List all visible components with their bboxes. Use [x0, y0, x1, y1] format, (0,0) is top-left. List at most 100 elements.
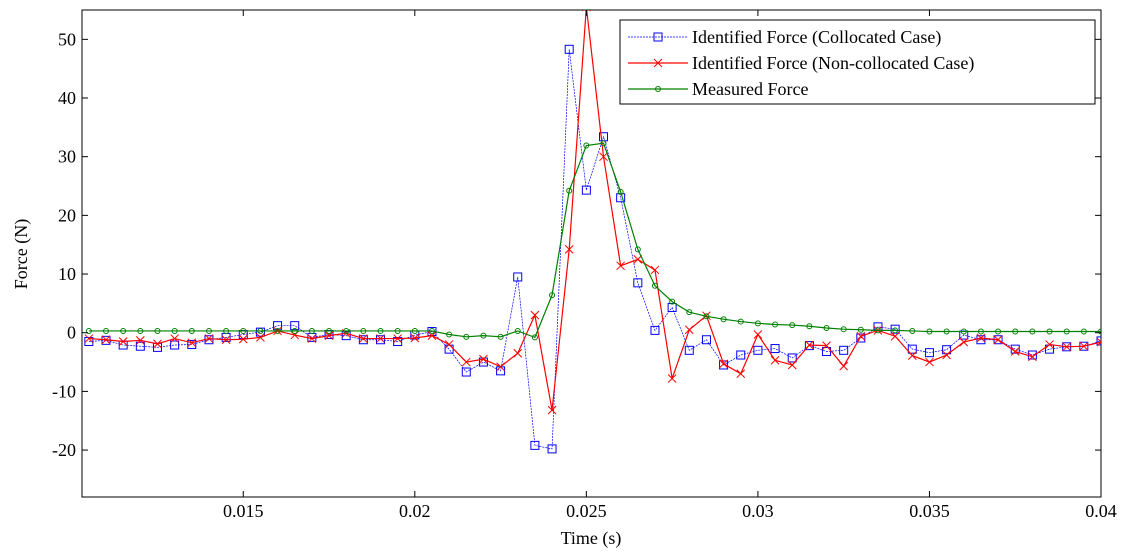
data-point [84, 334, 94, 343]
data-point [531, 334, 538, 341]
data-point [547, 405, 557, 415]
data-point [564, 245, 574, 254]
legend-label: Measured Force [692, 79, 808, 99]
data-point [993, 335, 1003, 345]
data-point [85, 327, 92, 334]
data-point [701, 335, 711, 345]
series-line-1 [88, 49, 1101, 450]
data-point [684, 345, 694, 355]
data-point [480, 332, 487, 339]
y-tick-label: 0 [67, 323, 76, 343]
data-point [856, 333, 866, 343]
data-point [393, 337, 403, 347]
data-point [822, 341, 831, 350]
y-tick-label: 40 [58, 88, 76, 108]
data-point [135, 335, 145, 345]
data-point [513, 348, 523, 358]
y-tick-label: 30 [58, 147, 76, 167]
data-point [103, 327, 110, 334]
data-point [909, 327, 916, 334]
data-point [651, 282, 658, 289]
data-point [566, 187, 573, 194]
data-point [926, 328, 933, 335]
data-point [376, 334, 385, 343]
data-point [101, 335, 111, 345]
data-point [667, 302, 677, 312]
data-point [410, 333, 420, 343]
data-point [995, 328, 1002, 335]
data-point [549, 292, 556, 299]
data-point [942, 350, 951, 360]
data-point [394, 327, 401, 334]
data-point [772, 321, 779, 328]
data-point [273, 321, 283, 331]
data-point [205, 327, 212, 334]
data-point [805, 340, 814, 350]
data-point [925, 357, 934, 367]
data-point [154, 327, 161, 334]
data-point [187, 339, 197, 349]
series-3 [85, 140, 1101, 341]
data-point [1063, 328, 1070, 335]
y-tick-label: 10 [58, 264, 76, 284]
data-point [770, 355, 780, 365]
data-point [976, 333, 986, 343]
data-point [1029, 328, 1036, 335]
y-tick-label: -20 [52, 440, 76, 460]
data-point [789, 322, 796, 329]
data-point [393, 334, 403, 343]
data-point [411, 327, 418, 334]
data-point [547, 444, 557, 454]
data-point [787, 353, 797, 363]
legend-entry-2: Identified Force (Non-collocated Case) [628, 53, 974, 74]
data-point [84, 337, 94, 347]
data-point [669, 298, 676, 305]
data-point [959, 337, 969, 347]
data-point [308, 327, 315, 334]
y-tick-label: 20 [58, 205, 76, 225]
series-line-2 [88, 10, 1101, 411]
data-point [427, 331, 437, 340]
data-point [976, 335, 986, 345]
data-point [1096, 337, 1101, 347]
data-point [650, 265, 660, 275]
data-point [1080, 328, 1087, 335]
data-point [684, 325, 694, 335]
data-point [461, 367, 471, 377]
data-point [291, 327, 298, 334]
data-point [461, 357, 471, 367]
legend-marker [653, 58, 663, 68]
data-point [257, 327, 264, 334]
y-tick-label: 50 [58, 29, 76, 49]
data-point [856, 331, 866, 341]
data-point [360, 327, 367, 334]
data-point [358, 335, 368, 345]
legend-entries: Identified Force (Collocated Case) Identi… [628, 27, 974, 99]
data-point [977, 328, 984, 335]
data-point [170, 340, 180, 350]
data-point [924, 348, 934, 358]
legend-label: Identified Force (Non-collocated Case) [692, 53, 974, 74]
series-2 [84, 10, 1101, 415]
x-tick-label: 0.025 [566, 501, 607, 521]
data-point [120, 327, 127, 334]
data-point [942, 345, 952, 355]
x-tick-label: 0.04 [1085, 501, 1117, 521]
data-point [890, 331, 900, 341]
data-point [736, 350, 746, 360]
data-point [377, 327, 384, 334]
data-point [616, 261, 626, 271]
data-point [703, 313, 710, 320]
data-point [787, 360, 797, 370]
data-point [737, 318, 744, 325]
data-point [719, 360, 729, 370]
legend-box [619, 19, 1096, 105]
legend-marker [655, 86, 661, 92]
data-point [497, 333, 504, 340]
data-point [564, 44, 574, 54]
data-point [874, 327, 881, 334]
data-point [633, 255, 643, 264]
data-point [806, 323, 813, 330]
